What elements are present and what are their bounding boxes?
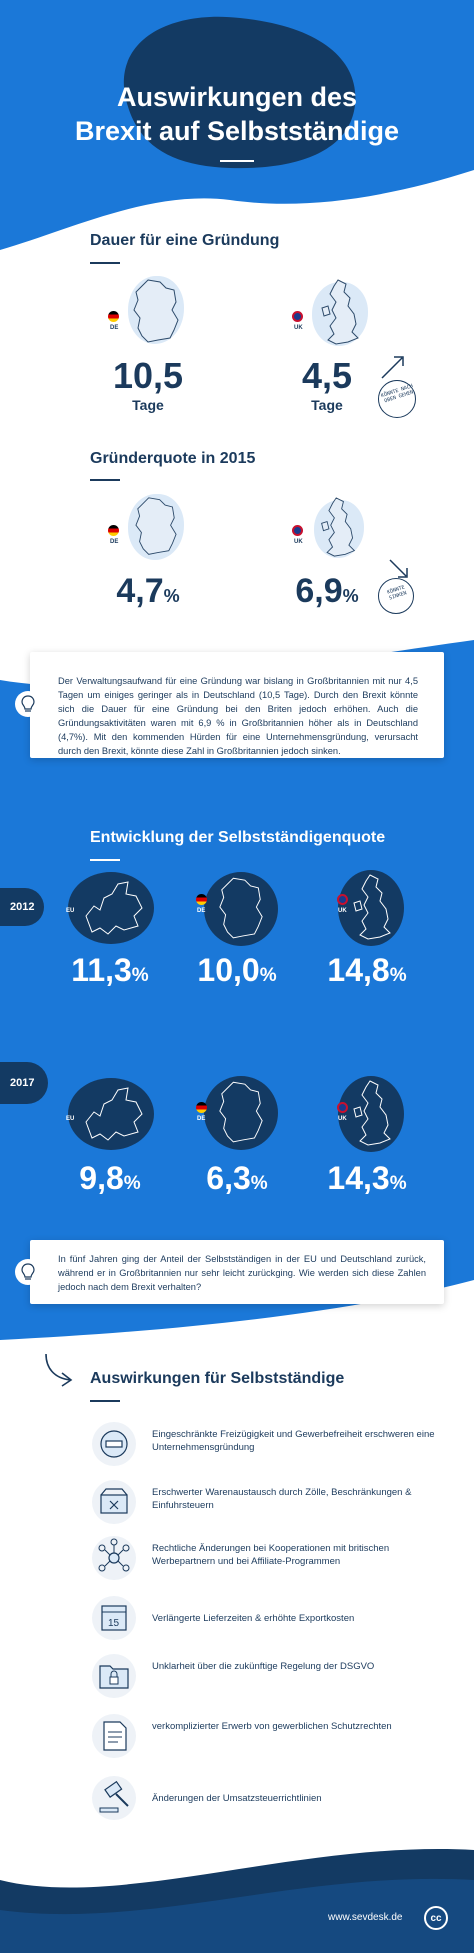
germany-map-icon xyxy=(133,279,179,343)
uk-flag-label: UK xyxy=(294,539,303,545)
founder-rate-divider xyxy=(90,479,120,481)
de-label: DE xyxy=(197,1116,206,1122)
uk-map-icon xyxy=(321,279,359,345)
uk-label: UK xyxy=(338,908,347,914)
impact-text: Änderungen der Umsatzsteuerrichtlinien xyxy=(152,1793,322,1804)
germany-flag-icon xyxy=(196,1102,207,1113)
de-flag-label: DE xyxy=(110,325,119,331)
de-rate-2017: 6,3% xyxy=(206,1160,268,1196)
impacts-divider xyxy=(90,1400,120,1402)
uk-map-icon xyxy=(353,874,391,940)
eu-label: EU xyxy=(66,1116,75,1122)
germany-flag-icon xyxy=(196,894,207,905)
de-founding-unit: Tage xyxy=(132,397,164,413)
uk-flag-label: UK xyxy=(294,325,303,331)
uk-founding-unit: Tage xyxy=(311,397,343,413)
info-card-founding xyxy=(30,652,444,758)
impact-text: Rechtliche Änderungen bei Kooperationen … xyxy=(152,1543,390,1567)
uk-rate-note-circle xyxy=(378,578,414,614)
eu-rate-2012: 11,3% xyxy=(71,952,149,988)
uk-flag-icon xyxy=(292,311,303,322)
info-text-selfemp: In fünf Jahren ging der Anteil der Selbs… xyxy=(58,1254,426,1292)
germany-map-icon xyxy=(135,497,177,555)
founding-divider xyxy=(90,262,120,264)
uk-map-icon xyxy=(353,1080,391,1146)
arrow-up-icon xyxy=(381,356,404,379)
uk-rate-2017: 14,3% xyxy=(327,1160,407,1196)
germany-map-icon xyxy=(219,877,263,939)
eu-label: EU xyxy=(66,908,75,914)
info-card-selfemp xyxy=(30,1240,444,1304)
folder-lock-icon xyxy=(92,1654,136,1698)
footer-background xyxy=(0,1849,474,1953)
selfemp-divider xyxy=(90,859,120,861)
impact-item: 15 Verlängerte Lieferzeiten & erhöhte Ex… xyxy=(92,1596,432,1640)
uk-founding-note-circle xyxy=(378,380,416,418)
germany-flag-icon xyxy=(108,525,119,536)
eu-map-icon xyxy=(85,881,143,935)
de-founder-rate: 4,7% xyxy=(116,572,180,610)
lightbulb-icon xyxy=(15,1259,41,1285)
no-entry-icon xyxy=(92,1422,136,1466)
sevdesk-logo-icon: cc xyxy=(424,1906,448,1930)
year-badge-2012: 2012 xyxy=(0,888,44,926)
network-icon xyxy=(92,1536,136,1580)
de-founding-value: 10,5 xyxy=(112,355,184,396)
impact-item: Rechtliche Änderungen bei Kooperationen … xyxy=(92,1536,432,1580)
impact-item: verkomplizierter Erwerb von gewerblichen… xyxy=(92,1714,432,1758)
title-divider xyxy=(220,160,254,162)
impact-text: Erschwerter Warenaustausch durch Zölle, … xyxy=(152,1487,412,1511)
de-label: DE xyxy=(197,908,206,914)
impact-item: Unklarheit über die zukünftige Regelung … xyxy=(92,1654,432,1698)
year-badge-2017: 2017 xyxy=(0,1062,48,1104)
uk-flag-icon xyxy=(337,894,348,905)
impact-item: Erschwerter Warenaustausch durch Zölle, … xyxy=(92,1480,432,1524)
uk-flag-icon xyxy=(337,1102,348,1113)
uk-founding-value: 4,5 xyxy=(301,355,353,396)
document-icon xyxy=(92,1714,136,1758)
eu-map-icon xyxy=(85,1087,143,1141)
de-rate-2012: 10,0% xyxy=(197,952,277,988)
selfemp-heading: Entwicklung der Selbstständigenquote xyxy=(90,829,386,846)
mid-background xyxy=(0,640,474,1340)
germany-flag-icon xyxy=(108,311,119,322)
lightbulb-icon xyxy=(15,691,41,717)
impact-text: Verlängerte Lieferzeiten & erhöhte Expor… xyxy=(152,1613,355,1624)
uk-map-icon xyxy=(321,497,356,557)
box-icon xyxy=(92,1480,136,1524)
impacts-heading: Auswirkungen für Selbstständige xyxy=(90,1370,345,1387)
founding-heading: Dauer für eine Gründung xyxy=(90,232,280,249)
impact-item: Eingeschränkte Freizügigkeit und Gewerbe… xyxy=(92,1422,435,1466)
uk-rate-2012: 14,8% xyxy=(327,952,407,988)
impact-text: verkomplizierter Erwerb von gewerblichen… xyxy=(152,1721,392,1732)
eu-rate-2017: 9,8% xyxy=(79,1160,141,1196)
de-flag-label: DE xyxy=(110,539,119,545)
curved-arrow-icon xyxy=(45,1353,73,1387)
info-text-founding: Der Verwaltungsaufwand für eine Gründung… xyxy=(58,676,418,756)
germany-map-icon xyxy=(219,1081,263,1143)
uk-founder-rate: 6,9% xyxy=(295,572,359,610)
header-background xyxy=(0,0,474,250)
footer-url[interactable]: www.sevdesk.de xyxy=(328,1912,403,1923)
impact-text: Eingeschränkte Freizügigkeit und Gewerbe… xyxy=(152,1429,435,1453)
impact-text: Unklarheit über die zukünftige Regelung … xyxy=(152,1661,375,1672)
uk-label: UK xyxy=(338,1116,347,1122)
founder-rate-heading: Gründerquote in 2015 xyxy=(90,450,256,467)
arrow-down-icon xyxy=(389,559,408,578)
page-title: Auswirkungen des Brexit auf Selbstständi… xyxy=(74,82,400,146)
svg-text:15: 15 xyxy=(108,1618,120,1629)
impact-item: Änderungen der Umsatzsteuerrichtlinien xyxy=(92,1776,432,1820)
uk-flag-icon xyxy=(292,525,303,536)
gavel-icon xyxy=(92,1776,136,1820)
calendar-icon: 15 xyxy=(92,1596,136,1640)
